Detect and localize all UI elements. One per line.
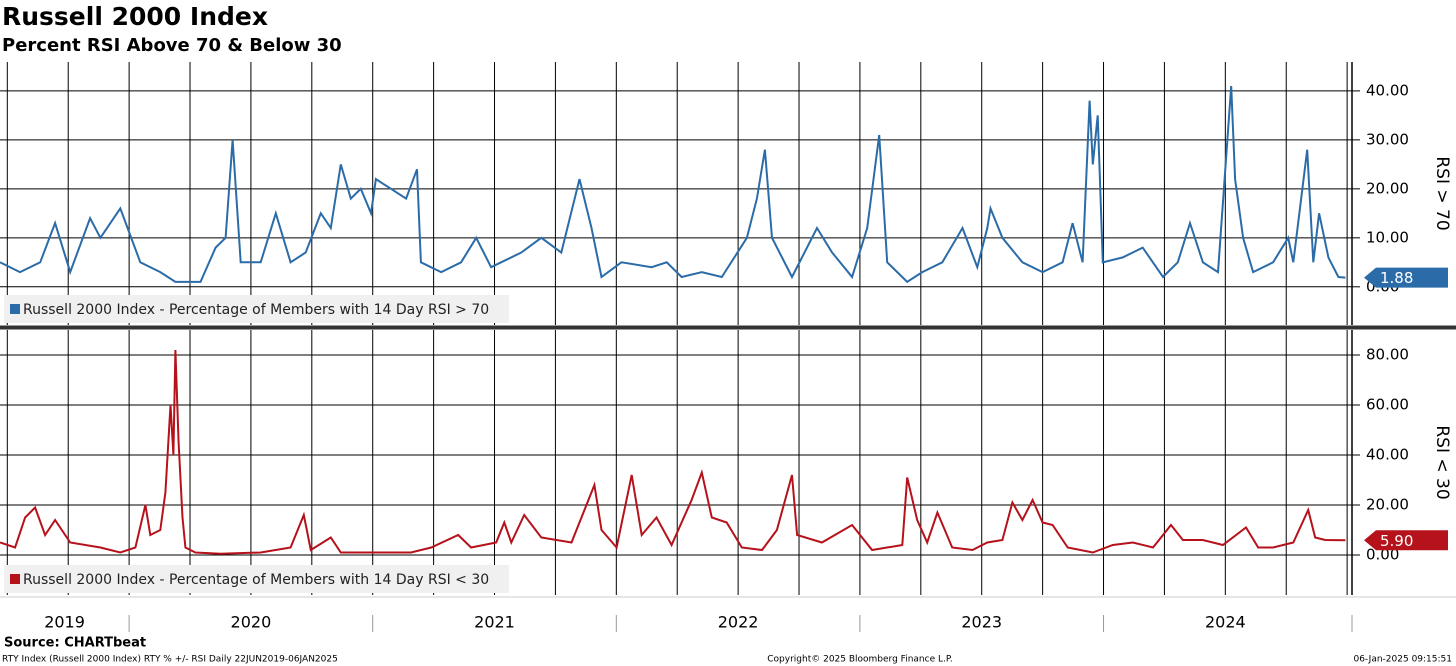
legend-swatch — [10, 304, 20, 314]
footer-left: RTY Index (Russell 2000 Index) RTY % +/-… — [2, 655, 338, 665]
x-tick-label: 2019 — [44, 613, 85, 632]
x-tick-label: 2023 — [961, 613, 1002, 632]
footer-date: 06-Jan-2025 09:15:51 — [1353, 655, 1452, 665]
data-line — [0, 349, 1346, 555]
last-value-label: 1.88 — [1380, 269, 1413, 287]
data-line — [0, 85, 1346, 284]
x-tick-label: 2022 — [718, 613, 759, 632]
y-tick-label: 80.00 — [1366, 346, 1409, 364]
x-tick-label: 2020 — [231, 613, 272, 632]
last-value-label: 5.90 — [1380, 532, 1413, 550]
y-tick-label: 30.00 — [1366, 130, 1409, 148]
source: Source: CHARTbeat — [4, 636, 146, 651]
x-tick-label: 2024 — [1205, 613, 1246, 632]
last-value-marker — [1364, 530, 1448, 551]
legend-box — [4, 295, 509, 323]
legend-swatch — [10, 574, 20, 584]
footer-copyright: Copyright© 2025 Bloomberg Finance L.P. — [767, 655, 952, 665]
chart-title: Russell 2000 Index — [2, 2, 268, 31]
legend-label: Russell 2000 Index - Percentage of Membe… — [23, 572, 489, 588]
last-value-marker — [1364, 267, 1448, 288]
y-axis-title: RSI > 70 — [1432, 156, 1452, 230]
y-tick-label: 20.00 — [1366, 496, 1409, 514]
y-axis-title: RSI < 30 — [1432, 425, 1452, 499]
chart-subtitle: Percent RSI Above 70 & Below 30 — [2, 35, 342, 56]
x-tick-label: 2021 — [474, 613, 515, 632]
y-tick-label: 40.00 — [1366, 446, 1409, 464]
legend-box — [4, 565, 509, 593]
y-tick-label: 40.00 — [1366, 81, 1409, 99]
y-tick-label: 10.00 — [1366, 228, 1409, 246]
legend-label: Russell 2000 Index - Percentage of Membe… — [23, 302, 489, 318]
y-tick-label: 20.00 — [1366, 179, 1409, 197]
y-tick-label: 60.00 — [1366, 396, 1409, 414]
